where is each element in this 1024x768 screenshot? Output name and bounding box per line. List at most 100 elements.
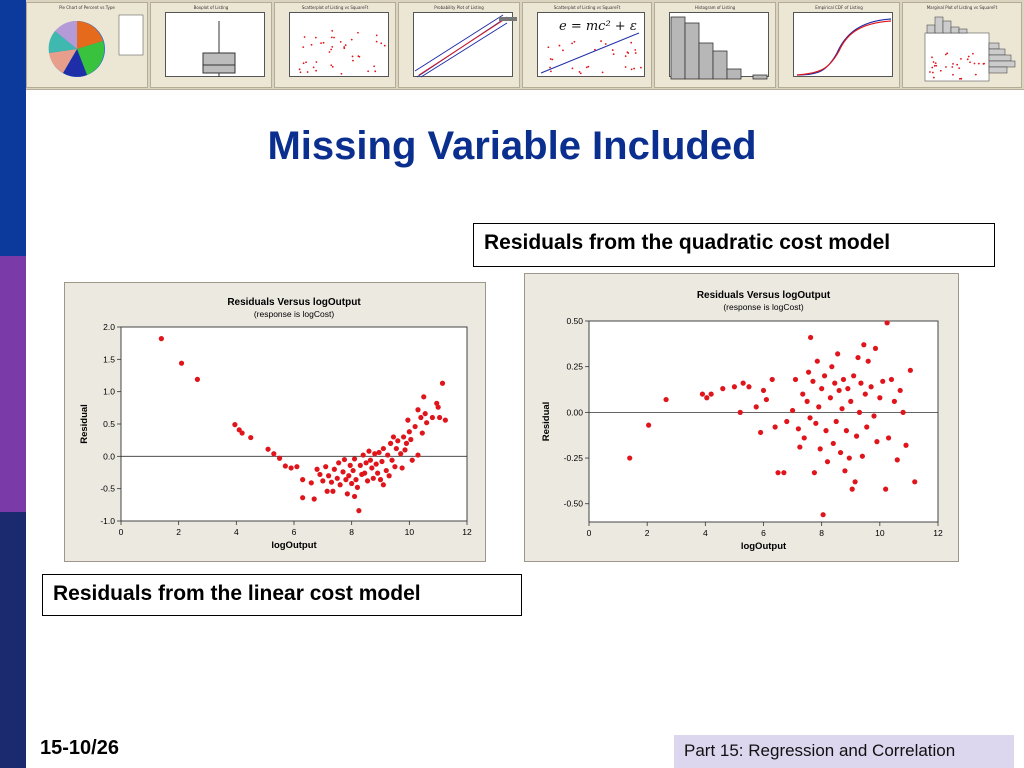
pie-chart-image (48, 14, 144, 77)
thumbnail-dot (302, 46, 305, 49)
residual-point (829, 364, 835, 370)
thumbnail-plot-area (413, 12, 513, 77)
residual-point (868, 384, 874, 390)
residual-point (390, 434, 397, 440)
residual-point (370, 475, 376, 481)
residual-point (194, 376, 201, 382)
residual-point (848, 398, 854, 404)
residual-point (861, 342, 867, 348)
residual-point (380, 445, 386, 452)
thumbnail-dot (302, 62, 305, 65)
thumbnail-dot (328, 51, 331, 53)
chart-title: Residuals Versus logOutput (697, 290, 831, 301)
thumbnail-dot (306, 71, 309, 73)
x-tick-label: 10 (875, 528, 885, 538)
residual-point (864, 424, 870, 430)
thumbnail-dot (934, 62, 937, 65)
thumbnail-dot (305, 61, 308, 64)
residual-point (833, 418, 839, 425)
x-tick-label: 12 (933, 528, 943, 538)
thumbnail-title: Scatterplot of Listing vs SquareFt (301, 5, 369, 10)
residual-point (158, 336, 164, 342)
thumbnail-marginal-plot: Marginal Plot of Listing vs SquareFt (902, 2, 1022, 88)
residual-point (437, 414, 443, 421)
thumbnail-title: Scatterplot of Listing vs SquareFt (553, 5, 621, 10)
thumbnail-dot (634, 49, 637, 51)
residual-point (400, 434, 407, 440)
residual-point (836, 387, 842, 394)
thumbnail-dot (956, 63, 959, 66)
residual-point (265, 446, 271, 452)
x-tick-label: 8 (349, 527, 354, 537)
residual-point (884, 320, 890, 326)
residual-point (346, 473, 352, 479)
residual-point (912, 479, 918, 485)
x-tick-label: 4 (703, 528, 708, 538)
formula-text: e = mc² + ε (559, 19, 637, 34)
residual-point (808, 334, 814, 341)
thumbnail-dot (571, 67, 574, 70)
scatter-formula-thumbnail-image (540, 32, 642, 75)
residual-point (865, 358, 871, 364)
caption-linear-model: Residuals from the linear cost model (42, 574, 522, 616)
residual-point (810, 378, 816, 384)
residual-point (894, 457, 900, 463)
thumbnail-dot (630, 68, 633, 71)
residual-point (429, 414, 435, 421)
x-tick-label: 4 (234, 527, 239, 537)
residual-point (385, 452, 391, 458)
residual-point (885, 435, 892, 441)
marginal-plot-image (924, 16, 1016, 82)
thumbnail-dot (375, 34, 378, 37)
residual-point (418, 414, 424, 421)
residual-point (772, 424, 778, 430)
chart-subtitle: (response is logCost) (254, 309, 334, 319)
thumbnail-dot (350, 38, 353, 41)
residual-point (792, 376, 799, 383)
residual-point (419, 430, 425, 436)
left-stripe-top (0, 0, 26, 256)
residual-point (402, 447, 408, 453)
y-tick-label: 2.0 (103, 322, 115, 332)
residual-point (627, 455, 633, 461)
x-tick-label: 12 (462, 527, 472, 537)
x-tick-label: 0 (587, 528, 592, 538)
plot-area (588, 320, 939, 523)
residual-point (422, 411, 428, 417)
x-axis-label: logOutput (271, 540, 317, 551)
residual-point (775, 470, 781, 476)
y-tick-label: -0.25 (564, 453, 584, 463)
thumbnail-dot (578, 71, 581, 73)
residual-point (328, 479, 335, 485)
residual-chart-linear: Residuals Versus logOutput(response is l… (79, 297, 472, 551)
residual-point (300, 495, 306, 501)
thumbnail-title: Pie Chart of Percent vs Type (59, 5, 115, 10)
residual-point (271, 451, 277, 457)
thumbnail-title: Histogram of Listing (694, 5, 736, 10)
residual-point (409, 457, 415, 463)
thumbnail-dot (550, 70, 552, 73)
residual-point (403, 440, 410, 446)
residual-point (408, 436, 414, 443)
residual-point (324, 488, 330, 494)
residual-chart-quadratic: Residuals Versus logOutput(response is l… (541, 290, 943, 552)
thumbnail-dot (594, 48, 596, 51)
residual-point (232, 422, 238, 428)
residual-point (903, 442, 909, 448)
residual-point (801, 435, 807, 441)
thumbnail-dot (330, 36, 333, 39)
thumbnail-dot (352, 59, 354, 62)
residual-point (386, 473, 392, 479)
residual-point (340, 469, 346, 475)
residual-point (737, 409, 743, 415)
y-tick-label: 0.00 (566, 407, 583, 417)
thumbnail-dot (315, 69, 317, 72)
residual-point (858, 380, 864, 386)
residual-point (817, 446, 823, 452)
residual-point (439, 380, 446, 386)
residual-point (900, 409, 906, 415)
residual-point (704, 395, 710, 401)
thumbnail-title: Marginal Plot of Listing vs SquareFt (926, 5, 998, 10)
thumbnail-dot (600, 40, 602, 42)
residual-point (351, 456, 358, 462)
